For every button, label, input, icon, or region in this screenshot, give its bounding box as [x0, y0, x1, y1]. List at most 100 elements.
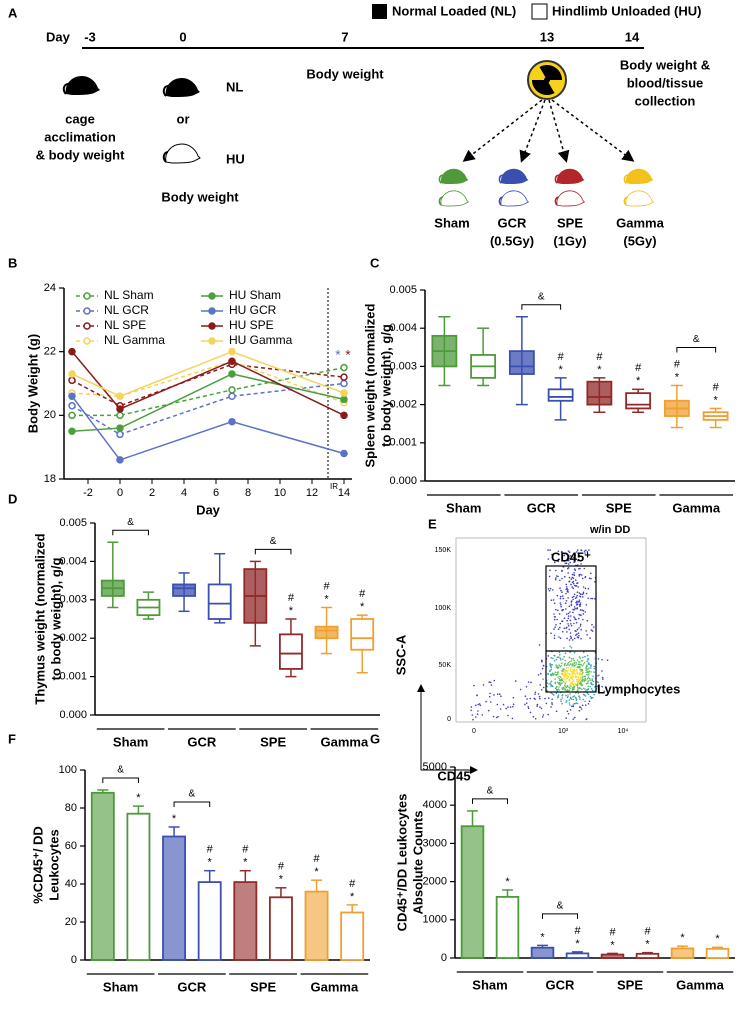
event-dot [586, 551, 589, 553]
event-dot [558, 664, 560, 666]
event-dot [582, 656, 584, 659]
event-dot [576, 685, 579, 687]
event-dot [576, 591, 579, 593]
event-dot [553, 561, 556, 564]
event-dot [482, 684, 485, 686]
event-dot [558, 656, 560, 658]
significance: * [289, 605, 294, 617]
series-line [71, 350, 345, 398]
event-dot [548, 575, 551, 578]
event-dot [525, 686, 528, 688]
event-dot [590, 665, 592, 667]
bracket [521, 304, 562, 310]
event-dot [562, 686, 565, 689]
event-dot [577, 632, 580, 634]
event-dot [549, 662, 551, 665]
event-dot [556, 681, 559, 684]
series-line [72, 366, 345, 417]
group-label: (5Gy) [623, 233, 656, 248]
event-dot [546, 685, 549, 688]
y-tick-label: 150K [435, 547, 452, 554]
event-dot [592, 675, 594, 678]
event-dot [485, 700, 487, 703]
x-axis-title: Day [196, 502, 221, 517]
event-dot [573, 559, 575, 562]
event-dot [591, 696, 594, 699]
event-dot [579, 623, 582, 626]
event-dot [574, 617, 576, 619]
event-dot [557, 671, 559, 673]
event-dot [532, 715, 535, 718]
bracket-label: & [487, 786, 494, 797]
y-tick-label: 18 [44, 473, 56, 485]
event-dot [576, 659, 579, 661]
event-dot [563, 684, 566, 687]
event-dot [551, 693, 554, 695]
significance: * [324, 593, 329, 605]
event-dot [581, 596, 584, 598]
event-dot [566, 664, 568, 667]
significance: # [314, 853, 321, 865]
event-dot [542, 664, 545, 667]
event-dot [572, 698, 575, 701]
event-dot [581, 704, 584, 707]
event-dot [539, 697, 541, 700]
event-dot [544, 697, 546, 700]
x-tick-label: -2 [83, 487, 93, 499]
event-dot [575, 697, 577, 699]
event-dot [578, 656, 581, 658]
event-dot [477, 710, 479, 712]
event-dot [589, 679, 591, 682]
legend-marker [83, 337, 91, 345]
event-dot [564, 685, 567, 688]
event-dot [586, 671, 589, 673]
event-dot [555, 577, 557, 579]
event-dot [576, 594, 578, 597]
event-dot [579, 670, 581, 672]
panel-letter: A [8, 5, 18, 20]
event-dot [551, 685, 554, 688]
event-dot [565, 552, 568, 555]
y-tick-label: 0.000 [59, 709, 87, 721]
event-dot [579, 567, 581, 570]
event-dot [551, 698, 553, 700]
event-dot [512, 696, 515, 699]
event-dot [564, 673, 567, 675]
event-dot [567, 661, 570, 664]
event-dot [568, 555, 570, 557]
event-dot [514, 680, 517, 682]
radiation-icon [527, 60, 567, 100]
y-tick-label: 20 [44, 409, 56, 421]
event-dot [550, 684, 552, 686]
event-dot [557, 688, 560, 690]
event-dot [584, 552, 586, 554]
event-dot [470, 709, 472, 712]
event-dot [587, 685, 589, 688]
event-dot [579, 602, 582, 604]
event-dot [565, 583, 568, 586]
event-dot [564, 562, 567, 565]
event-dot [570, 647, 573, 649]
event-dot [560, 589, 562, 592]
legend-text: HU Sham [229, 288, 281, 302]
event-dot [561, 570, 563, 572]
event-dot [572, 705, 575, 708]
significance: # [558, 351, 565, 363]
event-dot [587, 676, 590, 678]
event-dot [534, 717, 537, 720]
event-dot [570, 673, 573, 675]
legend-marker [208, 322, 216, 330]
group-label: (1Gy) [553, 233, 586, 248]
event-dot [584, 655, 586, 658]
bar [90, 791, 115, 961]
significance: * [345, 346, 351, 362]
event-dot [576, 549, 579, 551]
event-dot [551, 703, 553, 705]
significance: * [575, 938, 580, 950]
event-dot [570, 637, 572, 640]
event-dot [583, 567, 586, 570]
event-dot [556, 665, 559, 667]
event-dot [572, 684, 575, 686]
event-dot [550, 706, 552, 708]
bar [460, 825, 485, 959]
